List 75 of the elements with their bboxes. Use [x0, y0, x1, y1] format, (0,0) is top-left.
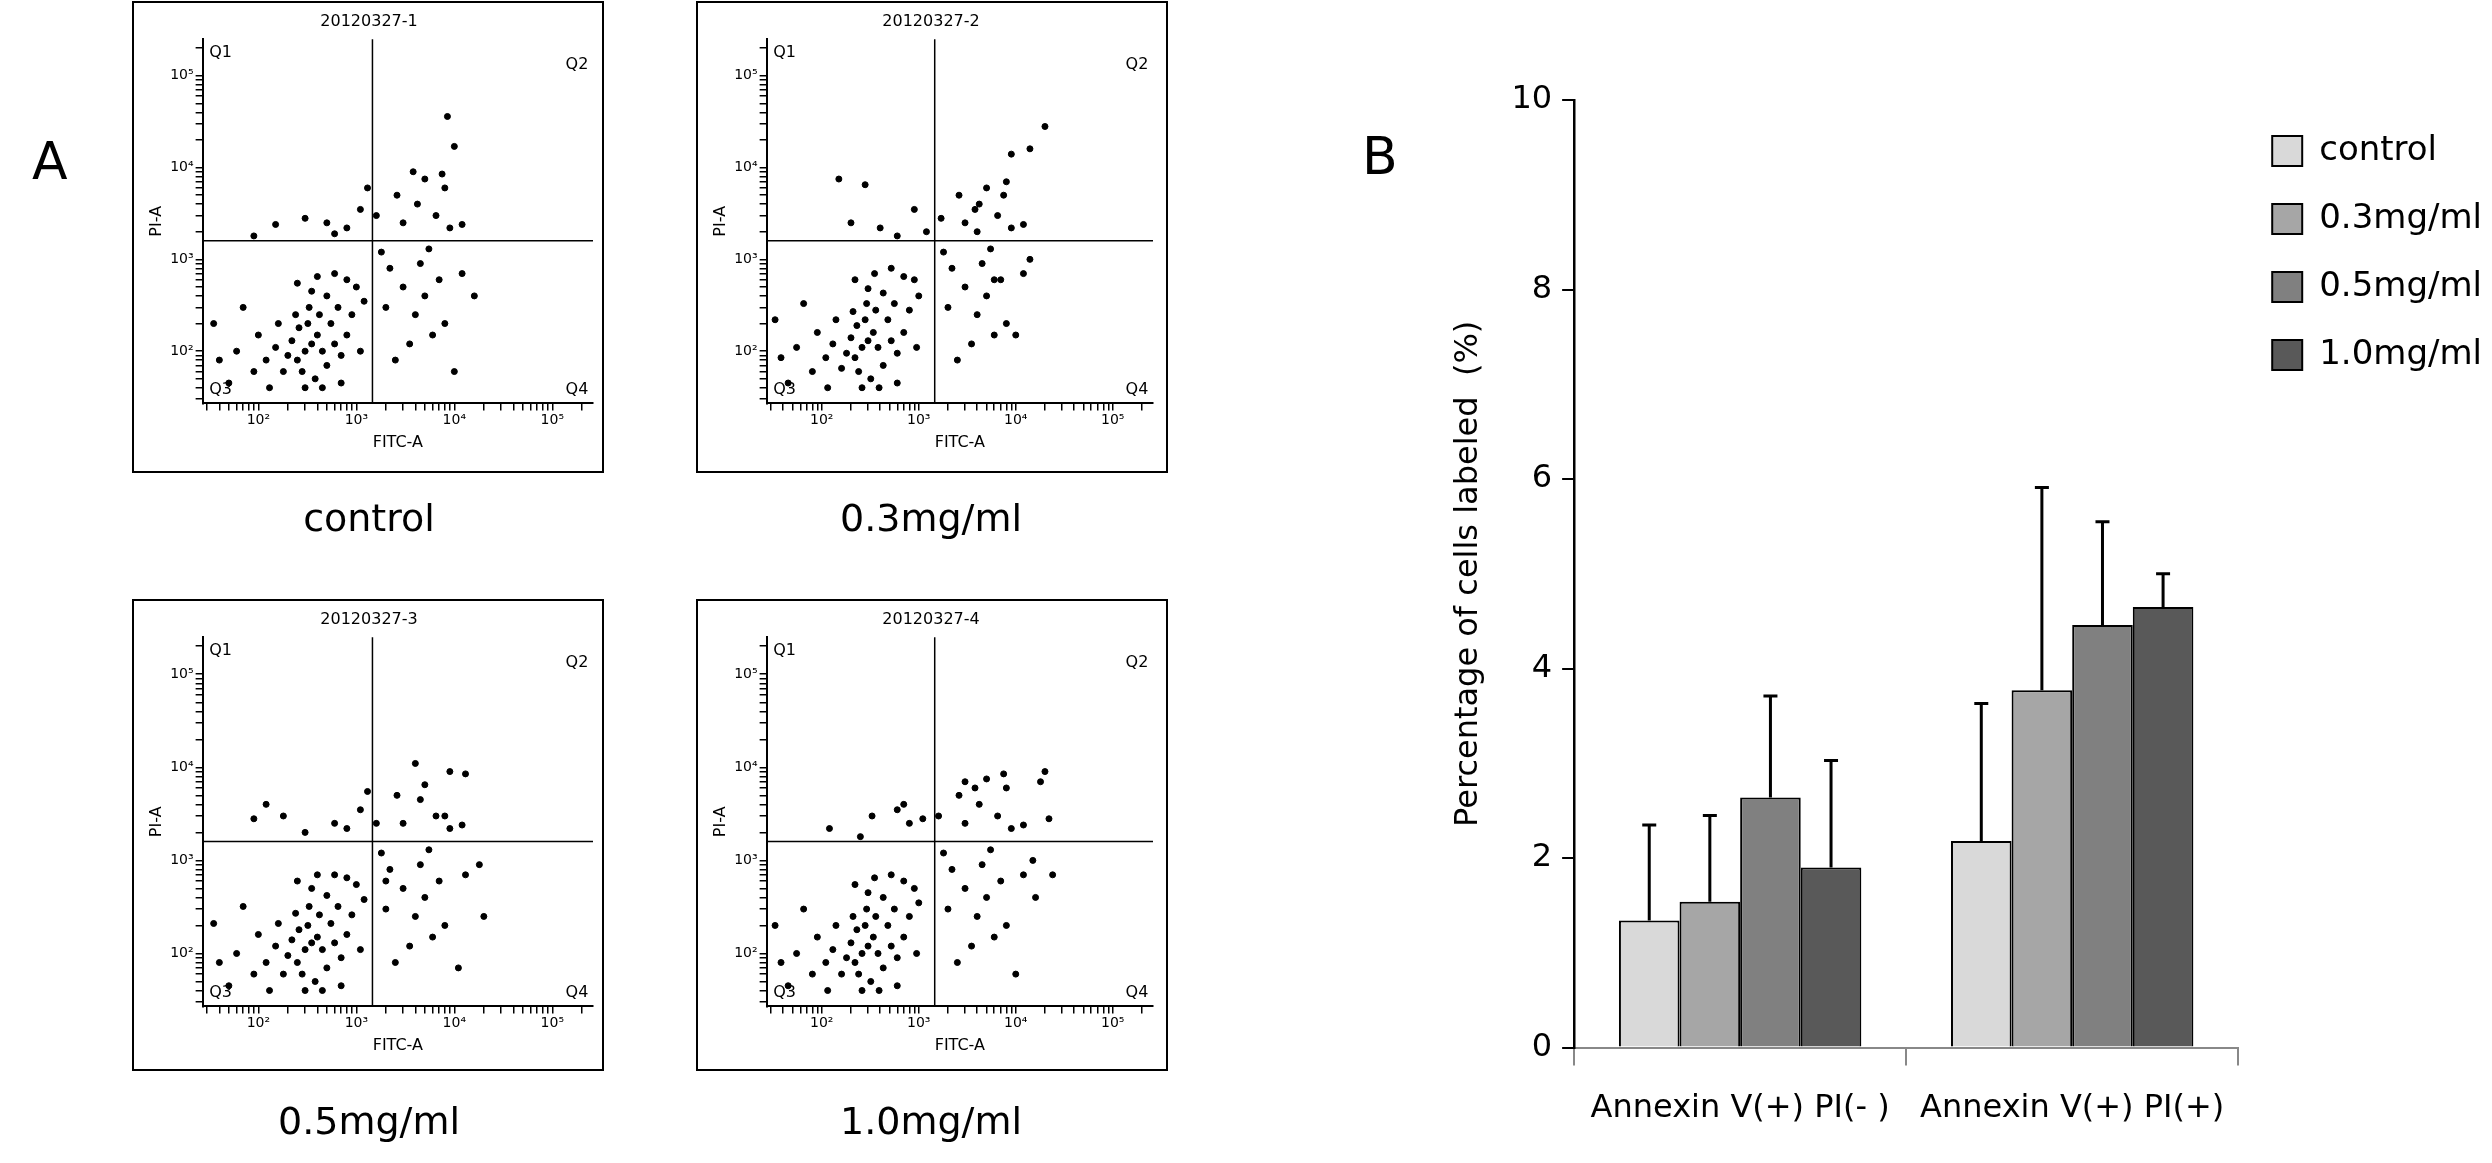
x-tick-label: 10²: [246, 411, 271, 428]
annotation: Q1: [773, 640, 797, 660]
chart-title: 20120327-2: [882, 10, 980, 30]
y-tick-label: 10⁵: [170, 66, 194, 83]
x-tick-label: 10⁴: [442, 411, 467, 428]
annotation: Q2: [1125, 652, 1149, 672]
legend-label: control: [2319, 127, 2438, 168]
x-axis-title: FITC-A: [372, 1034, 424, 1054]
annotation: Q4: [565, 378, 589, 398]
x-tick-label: 10⁴: [1004, 411, 1028, 428]
text: 1.0mg/ml: [840, 1099, 1022, 1144]
y-tick-label: 10⁴: [734, 757, 758, 774]
annotation: Q4: [1125, 981, 1149, 1001]
annotation: Q2: [565, 54, 589, 74]
x-tick-label: Annexin V(+) PI(+): [1920, 1087, 2225, 1126]
y-axis-title: Percentage of cells labeled (%): [1446, 320, 1485, 827]
x-tick-label: 10³: [344, 1014, 369, 1031]
legend-label: 0.5mg/ml: [2319, 263, 2482, 304]
x-tick-label: 10²: [810, 1014, 834, 1031]
x-tick-label: 10⁵: [1101, 411, 1125, 428]
text: A: [32, 130, 68, 191]
annotation: Q1: [773, 42, 797, 62]
x-tick-label: 10³: [907, 1014, 931, 1031]
y-axis-title: PI-A: [709, 205, 729, 237]
x-tick-label: Annexin V(+) PI(- ): [1590, 1087, 1890, 1126]
legend-label: 1.0mg/ml: [2319, 331, 2482, 372]
x-tick-label: 10³: [907, 411, 931, 428]
text: 0.5mg/ml: [278, 1099, 460, 1144]
text: 0.3mg/ml: [840, 496, 1022, 541]
annotation: Q2: [1125, 54, 1149, 74]
x-tick-label: 10³: [344, 411, 369, 428]
y-axis-title: PI-A: [145, 806, 165, 838]
x-axis-title: FITC-A: [934, 1034, 986, 1054]
chart-title: 20120327-4: [882, 608, 980, 628]
x-tick-label: 10⁵: [540, 1014, 565, 1031]
x-tick-label: 10²: [246, 1014, 271, 1031]
x-axis-title: FITC-A: [934, 431, 986, 451]
y-tick-label: 2: [1531, 836, 1553, 875]
y-tick-label: 10⁴: [734, 158, 758, 175]
y-tick-label: 10³: [170, 851, 194, 868]
y-tick-label: 10: [1511, 78, 1553, 117]
y-axis-title: PI-A: [709, 806, 729, 838]
y-tick-label: 10³: [734, 851, 758, 868]
y-tick-label: 8: [1531, 267, 1553, 306]
chart-title: 20120327-3: [320, 608, 418, 628]
chart-title: 20120327-1: [320, 10, 418, 30]
text: B: [1362, 125, 1398, 186]
y-tick-label: 10⁴: [170, 757, 194, 774]
y-tick-label: 10³: [734, 250, 758, 267]
annotation: Q4: [565, 981, 589, 1001]
text: control: [303, 496, 435, 541]
y-tick-label: 6: [1531, 457, 1553, 496]
y-axis-title: PI-A: [145, 205, 165, 237]
y-tick-label: 0: [1531, 1025, 1553, 1064]
y-tick-label: 10²: [734, 944, 758, 961]
y-tick-label: 10²: [734, 341, 758, 358]
x-tick-label: 10⁴: [442, 1014, 467, 1031]
y-tick-label: 10³: [170, 250, 194, 267]
legend-label: 0.3mg/ml: [2319, 195, 2482, 236]
y-tick-label: 10⁵: [170, 664, 194, 681]
y-tick-label: 4: [1531, 646, 1553, 685]
y-tick-label: 10⁵: [734, 664, 758, 681]
annotation: Q2: [565, 652, 589, 672]
x-tick-label: 10⁵: [1101, 1014, 1125, 1031]
y-tick-label: 10⁵: [734, 66, 758, 83]
x-axis-title: FITC-A: [372, 431, 424, 451]
x-tick-label: 10⁴: [1004, 1014, 1028, 1031]
annotation: Q4: [1125, 378, 1149, 398]
x-tick-label: 10²: [810, 411, 834, 428]
y-tick-label: 10²: [170, 944, 194, 961]
y-tick-label: 10²: [170, 341, 194, 358]
annotation: Q1: [209, 42, 233, 62]
y-tick-label: 10⁴: [170, 158, 194, 175]
x-tick-label: 10⁵: [540, 411, 565, 428]
annotation: Q1: [209, 640, 233, 660]
